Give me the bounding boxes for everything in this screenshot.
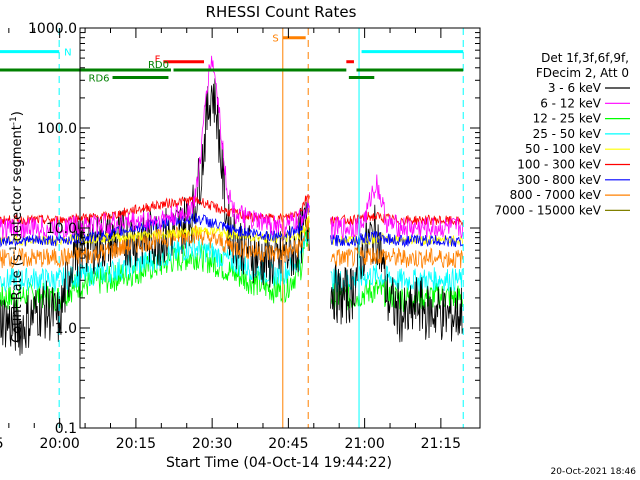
annotation-label-n: N: [64, 48, 71, 59]
legend-entry-label: 7000 - 15000 keV: [494, 203, 601, 217]
x-axis-label: Start Time (04-Oct-14 19:44:22): [166, 455, 392, 471]
annotation-label-rd0: RD0: [148, 60, 169, 71]
x-tick-label: 20:30: [192, 436, 232, 452]
footer-timestamp: 20-Oct-2021 18:46: [551, 467, 637, 477]
series-line-7: [0, 217, 464, 269]
legend-entry-label: 100 - 300 keV: [517, 158, 601, 172]
legend-entry-label: 25 - 50 keV: [533, 127, 602, 141]
annotation-label-rd6: RD6: [89, 73, 110, 84]
y-tick-label: 100.0: [37, 121, 77, 137]
x-tick-label: 21:15: [421, 436, 461, 452]
series-line-4: [0, 215, 464, 247]
series-line-1: [0, 55, 464, 240]
y-tick-label: 10.0: [46, 221, 77, 237]
x-tick-label: 20:00: [39, 436, 79, 452]
legend-header-detectors: Det 1f,3f,6f,9f,: [541, 51, 629, 65]
y-axis-label: Count Rate (s-1 detector segment-1): [9, 111, 25, 343]
y-tick-label: 0.1: [55, 421, 77, 437]
legend-entry-label: 12 - 25 keV: [533, 112, 602, 126]
plot-area: [0, 28, 464, 428]
x-tick-label: 20:15: [116, 436, 156, 452]
x-tick-label: 21:00: [344, 436, 384, 452]
y-tick-label: 1.0: [55, 321, 77, 337]
x-tick-label: 19:45: [0, 436, 4, 452]
legend-header-decim: FDecim 2, Att 0: [536, 66, 629, 80]
legend-entry-label: 300 - 800 keV: [517, 173, 601, 187]
legend-entry-label: 3 - 6 keV: [548, 81, 602, 95]
series-line-6: [0, 201, 464, 248]
y-tick-label: 1000.0: [28, 21, 77, 37]
axes: 19:45 20:00 20:15 20:30 20:45 21:00 21:15 0.1 1.…: [0, 21, 481, 452]
x-tick-label: 20:45: [268, 436, 308, 452]
legend: Det 1f,3f,6f,9f, FDecim 2, Att 0 3 - 6 k…: [494, 51, 630, 217]
annotation-label-f: F: [155, 55, 161, 66]
chart-title: RHESSI Count Rates: [206, 3, 357, 21]
legend-entry-label: 800 - 7000 keV: [510, 188, 602, 202]
legend-entry-label: 50 - 100 keV: [525, 142, 602, 156]
legend-entry-label: 6 - 12 keV: [540, 96, 602, 110]
annotation-label-s: S: [272, 34, 278, 45]
